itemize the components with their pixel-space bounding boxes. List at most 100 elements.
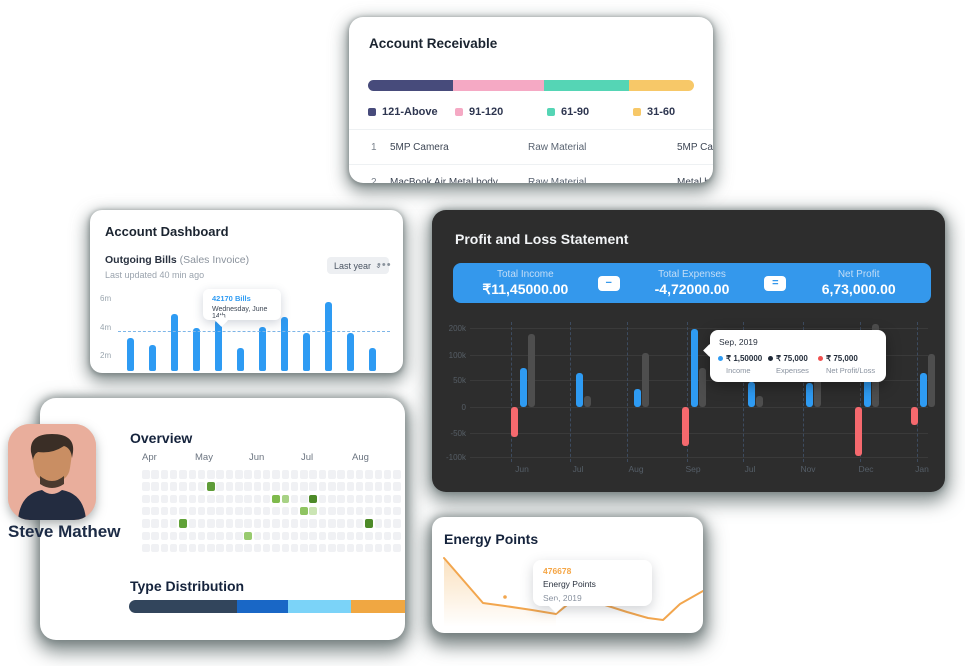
heatmap-cell[interactable] bbox=[272, 494, 280, 504]
heatmap-cell[interactable] bbox=[160, 519, 169, 528]
heatmap-cell[interactable] bbox=[169, 531, 178, 540]
heatmap-cell[interactable] bbox=[207, 470, 215, 479]
heatmap-cell[interactable] bbox=[281, 519, 289, 528]
more-options-icon[interactable]: ••• bbox=[377, 259, 392, 271]
heatmap-cell[interactable] bbox=[262, 482, 271, 491]
heatmap-cell[interactable] bbox=[318, 470, 327, 479]
heatmap-cell[interactable] bbox=[309, 482, 317, 491]
heatmap-cell[interactable] bbox=[235, 543, 243, 553]
heatmap-cell[interactable] bbox=[244, 494, 252, 504]
heatmap-cell[interactable] bbox=[355, 506, 364, 516]
heatmap-cell[interactable] bbox=[355, 470, 364, 479]
heatmap-cell[interactable] bbox=[365, 470, 373, 479]
heatmap-cell[interactable] bbox=[160, 543, 169, 553]
heatmap-cell[interactable] bbox=[225, 470, 234, 479]
heatmap-cell[interactable] bbox=[374, 531, 382, 540]
heatmap-cell[interactable] bbox=[235, 519, 243, 528]
heatmap-cell[interactable] bbox=[188, 543, 196, 553]
heatmap-cell[interactable] bbox=[235, 506, 243, 516]
heatmap-cell[interactable] bbox=[300, 519, 308, 528]
heatmap-cell[interactable] bbox=[253, 531, 262, 540]
heatmap-cell[interactable] bbox=[309, 494, 317, 504]
heatmap-cell[interactable] bbox=[160, 506, 169, 516]
heatmap-cell[interactable] bbox=[225, 482, 234, 491]
heatmap-cell[interactable] bbox=[151, 519, 159, 528]
heatmap-cell[interactable] bbox=[142, 470, 150, 479]
heatmap-cell[interactable] bbox=[374, 470, 382, 479]
heatmap-cell[interactable] bbox=[355, 543, 364, 553]
heatmap-cell[interactable] bbox=[272, 543, 280, 553]
heatmap-cell[interactable] bbox=[346, 519, 355, 528]
heatmap-cell[interactable] bbox=[151, 531, 159, 540]
heatmap-cell[interactable] bbox=[253, 519, 262, 528]
heatmap-cell[interactable] bbox=[179, 506, 187, 516]
heatmap-cell[interactable] bbox=[160, 470, 169, 479]
heatmap-cell[interactable] bbox=[216, 470, 224, 479]
heatmap-cell[interactable] bbox=[197, 519, 206, 528]
heatmap-cell[interactable] bbox=[383, 482, 392, 491]
heatmap-cell[interactable] bbox=[383, 543, 392, 553]
heatmap-cell[interactable] bbox=[290, 506, 299, 516]
heatmap-cell[interactable] bbox=[169, 494, 178, 504]
heatmap-cell[interactable] bbox=[235, 482, 243, 491]
heatmap-cell[interactable] bbox=[337, 519, 345, 528]
heatmap-cell[interactable] bbox=[290, 470, 299, 479]
heatmap-cell[interactable] bbox=[374, 506, 382, 516]
heatmap-cell[interactable] bbox=[328, 494, 336, 504]
heatmap-cell[interactable] bbox=[300, 482, 308, 491]
heatmap-cell[interactable] bbox=[374, 519, 382, 528]
heatmap-cell[interactable] bbox=[188, 531, 196, 540]
heatmap-cell[interactable] bbox=[281, 470, 289, 479]
heatmap-cell[interactable] bbox=[262, 470, 271, 479]
heatmap-cell[interactable] bbox=[355, 494, 364, 504]
heatmap-cell[interactable] bbox=[355, 519, 364, 528]
heatmap-cell[interactable] bbox=[328, 519, 336, 528]
heatmap-cell[interactable] bbox=[216, 482, 224, 491]
heatmap-cell[interactable] bbox=[365, 519, 373, 528]
heatmap-cell[interactable] bbox=[337, 531, 345, 540]
heatmap-cell[interactable] bbox=[290, 519, 299, 528]
heatmap-cell[interactable] bbox=[262, 531, 271, 540]
heatmap-cell[interactable] bbox=[393, 494, 401, 504]
heatmap-cell[interactable] bbox=[337, 543, 345, 553]
heatmap-cell[interactable] bbox=[374, 494, 382, 504]
heatmap-cell[interactable] bbox=[383, 470, 392, 479]
heatmap-cell[interactable] bbox=[151, 506, 159, 516]
heatmap-cell[interactable] bbox=[197, 506, 206, 516]
heatmap-cell[interactable] bbox=[290, 531, 299, 540]
heatmap-cell[interactable] bbox=[346, 482, 355, 491]
heatmap-cell[interactable] bbox=[216, 506, 224, 516]
heatmap-cell[interactable] bbox=[207, 482, 215, 491]
heatmap-cell[interactable] bbox=[244, 519, 252, 528]
heatmap-cell[interactable] bbox=[207, 543, 215, 553]
heatmap-cell[interactable] bbox=[169, 482, 178, 491]
heatmap-cell[interactable] bbox=[262, 506, 271, 516]
heatmap-cell[interactable] bbox=[160, 482, 169, 491]
heatmap-cell[interactable] bbox=[169, 506, 178, 516]
heatmap-cell[interactable] bbox=[216, 543, 224, 553]
heatmap-cell[interactable] bbox=[142, 519, 150, 528]
heatmap-cell[interactable] bbox=[328, 482, 336, 491]
heatmap-cell[interactable] bbox=[318, 482, 327, 491]
heatmap-cell[interactable] bbox=[383, 519, 392, 528]
heatmap-cell[interactable] bbox=[355, 482, 364, 491]
heatmap-cell[interactable] bbox=[142, 482, 150, 491]
heatmap-cell[interactable] bbox=[346, 470, 355, 479]
heatmap-cell[interactable] bbox=[160, 494, 169, 504]
heatmap-cell[interactable] bbox=[253, 506, 262, 516]
heatmap-cell[interactable] bbox=[337, 494, 345, 504]
table-row[interactable]: 1 5MP Camera Raw Material 5MP Came bbox=[349, 129, 713, 164]
heatmap-cell[interactable] bbox=[318, 519, 327, 528]
heatmap-cell[interactable] bbox=[262, 543, 271, 553]
heatmap-cell[interactable] bbox=[309, 543, 317, 553]
heatmap-cell[interactable] bbox=[272, 506, 280, 516]
heatmap-cell[interactable] bbox=[160, 531, 169, 540]
heatmap-cell[interactable] bbox=[328, 531, 336, 540]
heatmap-cell[interactable] bbox=[272, 531, 280, 540]
heatmap-cell[interactable] bbox=[142, 543, 150, 553]
heatmap-cell[interactable] bbox=[188, 470, 196, 479]
heatmap-cell[interactable] bbox=[328, 470, 336, 479]
heatmap-cell[interactable] bbox=[225, 531, 234, 540]
heatmap-cell[interactable] bbox=[197, 531, 206, 540]
heatmap-cell[interactable] bbox=[179, 519, 187, 528]
